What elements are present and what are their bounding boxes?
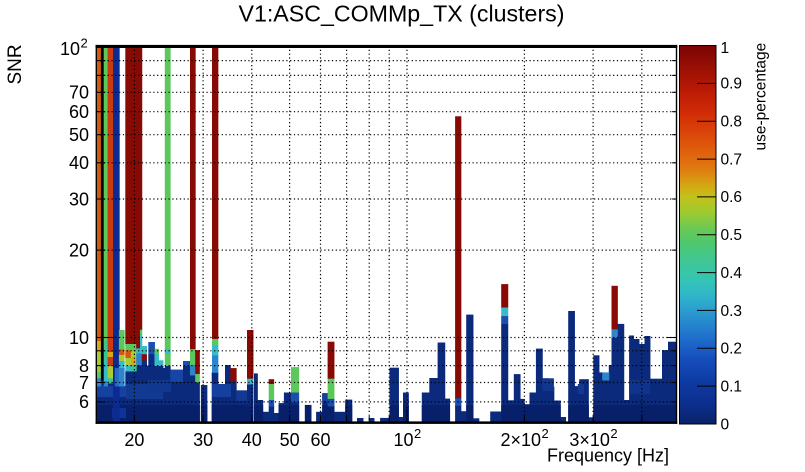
svg-text:0.7: 0.7	[721, 151, 743, 168]
svg-text:10: 10	[60, 39, 80, 59]
svg-text:7: 7	[79, 373, 89, 393]
svg-text:0.5: 0.5	[721, 227, 743, 244]
svg-text:SNR: SNR	[5, 44, 26, 84]
svg-text:0.8: 0.8	[721, 114, 743, 131]
svg-text:0.6: 0.6	[721, 189, 743, 206]
svg-text:6: 6	[79, 392, 89, 412]
svg-text:Frequency [Hz]: Frequency [Hz]	[547, 446, 669, 466]
svg-text:0.9: 0.9	[721, 76, 743, 93]
svg-text:use-percentage: use-percentage	[753, 43, 770, 151]
svg-text:50: 50	[69, 125, 89, 145]
svg-text:1: 1	[721, 40, 730, 57]
svg-text:2×10: 2×10	[501, 430, 542, 450]
svg-text:3×10: 3×10	[569, 430, 610, 450]
svg-text:0.1: 0.1	[721, 378, 743, 395]
svg-text:60: 60	[310, 430, 330, 450]
svg-text:70: 70	[69, 83, 89, 103]
svg-text:2: 2	[610, 426, 617, 441]
svg-text:50: 50	[280, 430, 300, 450]
svg-text:30: 30	[69, 189, 89, 209]
svg-text:V1:ASC_COMMp_TX (clusters): V1:ASC_COMMp_TX (clusters)	[239, 0, 565, 26]
svg-text:2: 2	[414, 426, 421, 441]
svg-text:0.4: 0.4	[721, 265, 743, 282]
svg-text:8: 8	[79, 356, 89, 376]
svg-text:10: 10	[69, 328, 89, 348]
svg-text:0: 0	[721, 416, 730, 433]
svg-text:60: 60	[69, 102, 89, 122]
svg-text:20: 20	[124, 430, 144, 450]
svg-text:30: 30	[193, 430, 213, 450]
svg-text:2: 2	[81, 36, 88, 51]
svg-text:40: 40	[69, 153, 89, 173]
svg-text:10: 10	[393, 430, 413, 450]
svg-text:40: 40	[242, 430, 262, 450]
svg-text:20: 20	[69, 240, 89, 260]
svg-text:2: 2	[542, 426, 549, 441]
svg-text:0.2: 0.2	[721, 341, 743, 358]
svg-text:0.3: 0.3	[721, 303, 743, 320]
